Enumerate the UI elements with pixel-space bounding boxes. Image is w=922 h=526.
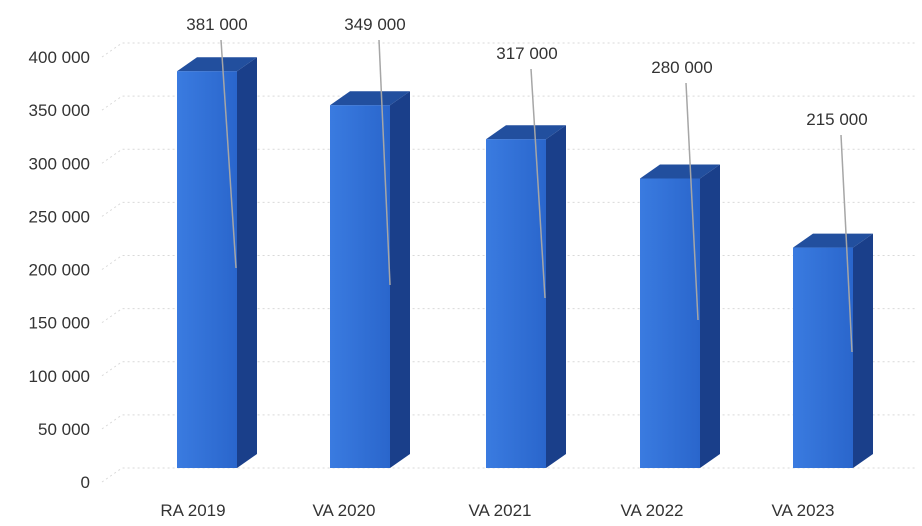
y-axis-tick-labels: 0 50 000 100 000 150 000 200 000 250 000 300 0… [29, 48, 90, 492]
bar-front [793, 247, 853, 468]
bar-top [486, 125, 566, 140]
bar-side [237, 57, 257, 468]
category-label: RA 2019 [160, 501, 225, 520]
bar-front [486, 139, 546, 468]
bar-top [793, 233, 873, 248]
y-tick-label: 150 000 [29, 314, 90, 333]
category-label: VA 2021 [468, 501, 531, 520]
y-tick-label: 400 000 [29, 48, 90, 67]
y-tick-label: 100 000 [29, 367, 90, 386]
y-tick-label: 350 000 [29, 101, 90, 120]
bar-front [177, 71, 237, 468]
leader-line [530, 68, 546, 299]
bar-side [546, 125, 566, 468]
data-label: 215 000 [806, 110, 867, 129]
bars [177, 57, 873, 468]
y-tick-label: 250 000 [29, 207, 90, 226]
data-label: 280 000 [651, 58, 712, 77]
bar-side [853, 233, 873, 468]
data-label: 349 000 [344, 15, 405, 34]
leader-lines [220, 39, 853, 353]
y-tick-label: 50 000 [38, 420, 90, 439]
bar [330, 91, 410, 468]
y-tick-label: 200 000 [29, 261, 90, 280]
category-label: VA 2020 [312, 501, 375, 520]
leader-line [685, 82, 699, 321]
data-label: 381 000 [186, 15, 247, 34]
leader-line [378, 39, 391, 286]
x-axis-category-labels: RA 2019 VA 2020 VA 2021 VA 2022 VA 2023 [160, 501, 834, 520]
bar [640, 164, 720, 468]
bar [486, 125, 566, 468]
gridline [101, 467, 915, 483]
bar [793, 233, 873, 468]
bar-top [177, 57, 257, 72]
y-tick-label: 0 [81, 473, 90, 492]
leader-line [840, 134, 853, 353]
bar-front [330, 105, 390, 468]
bar [177, 57, 257, 468]
bar-side [390, 91, 410, 468]
bar-top [640, 164, 720, 179]
category-label: VA 2023 [771, 501, 834, 520]
data-labels: 381 000 349 000 317 000 280 000 215 000 [186, 15, 867, 129]
y-tick-label: 300 000 [29, 154, 90, 173]
leader-line [220, 39, 237, 269]
category-label: VA 2022 [620, 501, 683, 520]
data-label: 317 000 [496, 44, 557, 63]
bar-side [700, 164, 720, 468]
bar-top [330, 91, 410, 106]
bar-front [640, 178, 700, 468]
